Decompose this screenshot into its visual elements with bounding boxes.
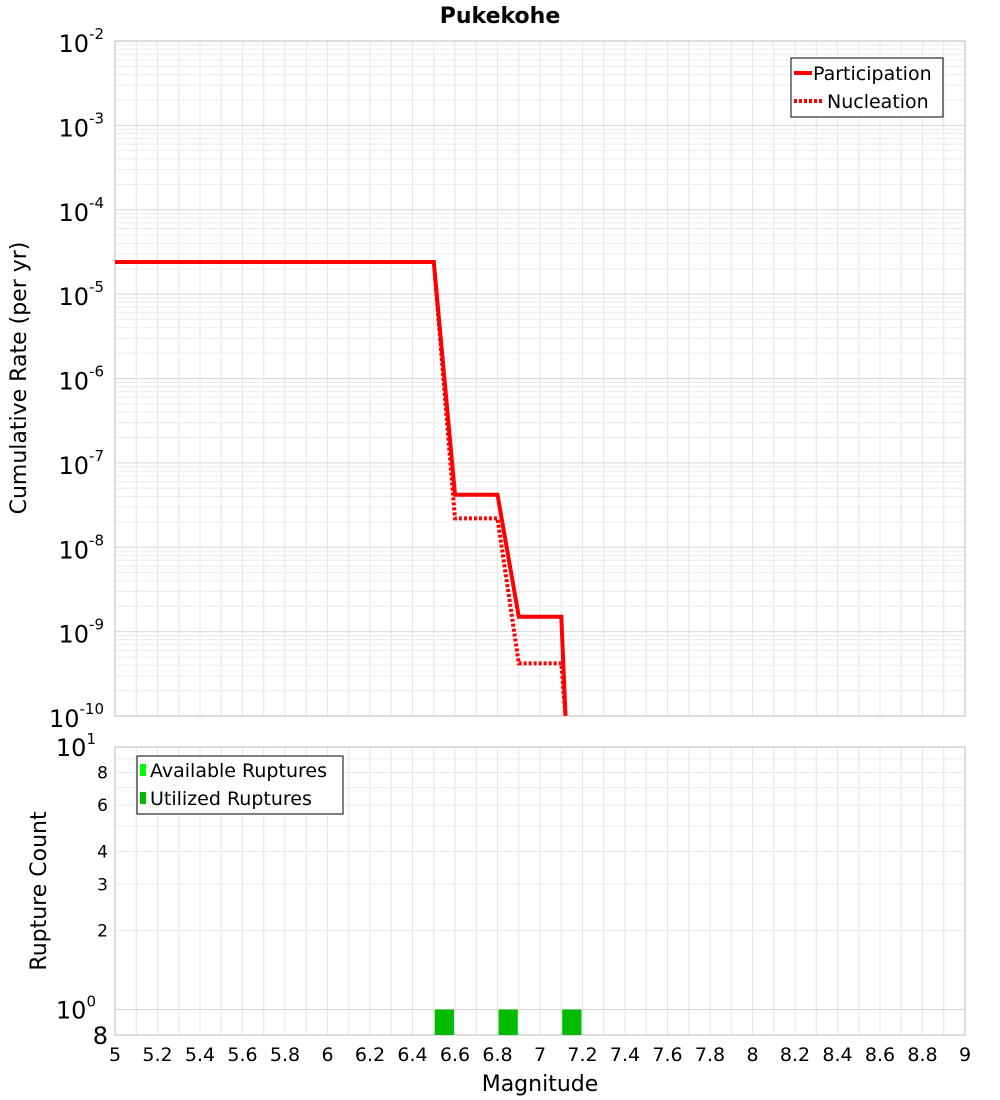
- x-tick-label: 6.4: [397, 1044, 427, 1066]
- x-tick-label: 5: [109, 1044, 121, 1066]
- top-y-tick-exponent: -5: [89, 278, 104, 296]
- legend-available-swatch: [140, 764, 146, 776]
- x-tick-label: 7.4: [610, 1044, 640, 1066]
- bottom-y-tick-label: 4: [97, 843, 108, 863]
- top-y-tick-label: 10-2: [58, 25, 104, 58]
- cumulative-rate-panel: 10-2 10-3 10-4 10-5 10-6 10-7 10-8 10-9 10-10 Cu…: [7, 25, 966, 733]
- x-axis-ticks: 5 5.2 5.4 5.6 5.8 6 6.2 6.4 6.6 6.8 7 7.2 7.4 7.6 7.8 8…: [109, 1044, 971, 1066]
- bottom-bars: [434, 1009, 582, 1035]
- top-y-tick-exponent: -6: [89, 363, 104, 381]
- top-y-tick-exponent: -8: [89, 531, 104, 549]
- chart-title: Pukekohe: [440, 4, 560, 29]
- x-tick-label: 7.2: [567, 1044, 597, 1066]
- top-plot-frame: [114, 40, 966, 717]
- x-tick-label: 8.2: [780, 1044, 810, 1066]
- top-y-tick-label: 10-3: [58, 109, 104, 142]
- x-tick-label: 8.6: [865, 1044, 895, 1066]
- legend-utilized-swatch: [140, 792, 146, 804]
- bottom-y-tick-label: 8: [93, 1022, 108, 1050]
- bottom-grid: [114, 746, 966, 1036]
- x-tick-label: 5.8: [270, 1044, 300, 1066]
- top-y-tick-exponent: -9: [89, 616, 104, 634]
- x-tick-label: 8.4: [822, 1044, 852, 1066]
- bottom-y-tick-label: 100: [56, 993, 96, 1025]
- x-tick-label: 8.8: [907, 1044, 937, 1066]
- x-tick-label: 5.2: [142, 1044, 172, 1066]
- top-y-tick-label: 10-10: [49, 700, 104, 733]
- top-y-tick-exponent: -3: [89, 109, 104, 127]
- top-grid: [114, 40, 966, 717]
- top-legend: Participation Nucleation: [790, 57, 944, 118]
- x-tick-label: 7.6: [652, 1044, 682, 1066]
- x-tick-label: 6: [321, 1044, 333, 1066]
- x-tick-label: 6.2: [355, 1044, 385, 1066]
- legend-utilized-label: Utilized Ruptures: [150, 788, 312, 810]
- top-y-tick-label: 10-7: [58, 447, 104, 480]
- top-y-ticks: 10-2 10-3 10-4 10-5 10-6 10-7 10-8 10-9 10-10: [49, 25, 104, 733]
- bottom-y-tick-label: 8: [97, 763, 108, 783]
- series-line-participation: [115, 260, 568, 717]
- top-y-tick-label: 10-9: [58, 616, 104, 649]
- x-tick-label: 7: [534, 1044, 546, 1066]
- top-y-tick-label: 10-8: [58, 531, 104, 564]
- top-y-tick-label: 10-6: [58, 363, 104, 396]
- bottom-y-tick-exponent: 1: [86, 730, 96, 748]
- legend-available-label: Available Ruptures: [150, 760, 327, 782]
- top-y-tick-label: 10-5: [58, 278, 104, 311]
- bottom-y-tick-label: 3: [97, 875, 108, 895]
- bottom-legend-box: [136, 755, 344, 815]
- top-y-axis-title: Cumulative Rate (per yr): [7, 242, 32, 515]
- x-tick-label: 6.6: [440, 1044, 470, 1066]
- top-y-tick-exponent: -7: [89, 447, 104, 465]
- top-y-tick-exponent: -2: [89, 25, 104, 43]
- x-tick-label: 8: [746, 1044, 758, 1066]
- x-axis-title: Magnitude: [482, 1072, 599, 1097]
- x-tick-label: 5.6: [227, 1044, 257, 1066]
- legend-nucleation-label: Nucleation: [827, 91, 929, 113]
- top-y-tick-exponent: -4: [89, 194, 104, 212]
- x-tick-label: 9: [959, 1044, 971, 1066]
- bottom-y-tick-label: 6: [97, 796, 108, 816]
- x-tick-label: 6.8: [482, 1044, 512, 1066]
- top-series: [115, 260, 568, 717]
- top-y-tick-label: 10-4: [58, 194, 104, 227]
- bottom-y-tick-exponent: 0: [86, 993, 96, 1011]
- legend-participation-label: Participation: [813, 63, 932, 85]
- bottom-y-tick-label: 101: [56, 730, 96, 762]
- top-legend-box: [790, 57, 944, 118]
- x-tick-label: 7.8: [695, 1044, 725, 1066]
- bottom-y-tick-label: 2: [97, 922, 108, 942]
- utilized-ruptures-bar: [562, 1009, 582, 1035]
- bottom-plot-frame: [114, 746, 966, 1036]
- bottom-y-axis-title: Rupture Count: [27, 811, 52, 971]
- bottom-legend: Available Ruptures Utilized Ruptures: [136, 755, 344, 815]
- x-tick-label: 5.4: [185, 1044, 215, 1066]
- top-y-tick-exponent: -10: [80, 700, 105, 718]
- utilized-ruptures-bar: [434, 1009, 454, 1035]
- utilized-ruptures-bar: [498, 1009, 518, 1035]
